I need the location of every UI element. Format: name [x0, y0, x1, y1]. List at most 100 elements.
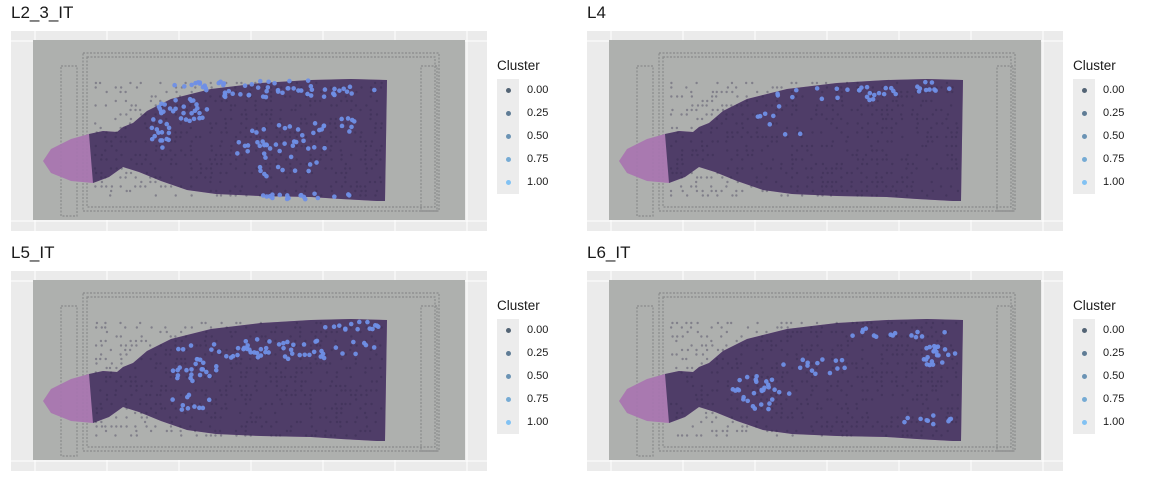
data-point: [831, 104, 834, 107]
data-point: [709, 131, 713, 134]
data-point: [830, 171, 834, 175]
data-point: [861, 126, 864, 130]
data-point: [363, 185, 367, 188]
data-point: [329, 434, 333, 437]
legend-key-dot: [505, 179, 511, 185]
data-point: [149, 357, 152, 361]
data-point: [941, 321, 944, 325]
data-point: [190, 326, 194, 329]
data-point: [791, 144, 794, 148]
data-point: [906, 434, 909, 437]
data-point: [746, 326, 750, 329]
legend-title: Cluster: [1073, 58, 1116, 73]
data-point: [725, 104, 728, 107]
data-point: [726, 380, 730, 383]
data-point: [871, 180, 874, 184]
data-point: [870, 375, 874, 379]
data-point: [935, 162, 939, 166]
data-point: [330, 158, 333, 161]
legend-label: 1.00: [527, 416, 549, 428]
data-point: [685, 194, 689, 197]
highlight-spots: [149, 78, 377, 202]
data-point: [255, 354, 261, 360]
data-point: [225, 407, 228, 410]
data-point: [195, 176, 198, 179]
data-point: [238, 92, 243, 97]
data-point: [240, 153, 243, 157]
data-point: [169, 425, 173, 428]
data-point: [701, 149, 705, 152]
data-point: [880, 384, 884, 388]
data-point: [359, 158, 363, 161]
data-point: [189, 126, 192, 130]
data-point: [194, 389, 197, 392]
data-point: [761, 189, 764, 193]
data-point: [825, 144, 828, 148]
data-point: [800, 194, 804, 197]
data-point: [914, 90, 918, 94]
data-point: [801, 95, 804, 98]
data-point: [935, 135, 939, 139]
data-point: [841, 189, 844, 193]
data-point: [829, 194, 833, 197]
data-point: [335, 407, 338, 410]
data-point: [901, 429, 904, 433]
data-point: [319, 90, 323, 94]
data-point: [710, 371, 714, 374]
data-point: [284, 366, 287, 370]
data-point: [299, 357, 302, 361]
data-point: [225, 326, 228, 329]
data-point: [820, 326, 824, 329]
data-point: [881, 149, 884, 152]
data-point: [890, 108, 894, 112]
data-point: [891, 99, 895, 103]
data-point: [125, 353, 128, 356]
data-point: [820, 357, 825, 362]
data-point: [846, 353, 849, 356]
data-point: [114, 135, 117, 139]
data-point: [762, 111, 768, 117]
data-point: [167, 106, 173, 111]
data-point: [244, 108, 247, 112]
data-point: [892, 330, 898, 336]
data-point: [375, 149, 378, 152]
data-point: [355, 180, 358, 184]
data-point: [779, 339, 783, 343]
data-point: [150, 122, 153, 125]
data-point: [875, 149, 878, 152]
data-point: [289, 429, 292, 433]
data-point: [276, 342, 282, 347]
data-point: [241, 346, 246, 352]
data-point: [870, 194, 874, 197]
data-point: [761, 416, 764, 419]
data-point: [861, 321, 865, 325]
data-point: [285, 339, 290, 345]
data-point: [378, 176, 382, 179]
data-point: [335, 420, 339, 424]
data-point: [835, 420, 838, 424]
data-point: [906, 162, 910, 166]
data-point: [203, 375, 207, 379]
data-point: [311, 349, 317, 355]
data-point: [845, 87, 850, 93]
data-point: [895, 99, 898, 103]
data-point: [234, 86, 237, 89]
data-point: [751, 113, 754, 116]
data-point: [775, 135, 779, 139]
data-point: [220, 407, 223, 410]
data-point: [856, 108, 859, 112]
data-point: [204, 366, 207, 370]
data-point: [266, 79, 271, 85]
data-point: [220, 321, 223, 325]
data-point: [370, 402, 373, 406]
data-point: [114, 99, 117, 103]
data-point: [317, 127, 322, 133]
data-point: [110, 140, 113, 143]
data-point: [269, 380, 273, 383]
data-point: [110, 402, 113, 406]
data-point: [750, 167, 754, 170]
data-point: [165, 330, 168, 334]
data-point: [780, 185, 783, 188]
data-point: [740, 353, 743, 356]
data-point: [374, 194, 377, 197]
